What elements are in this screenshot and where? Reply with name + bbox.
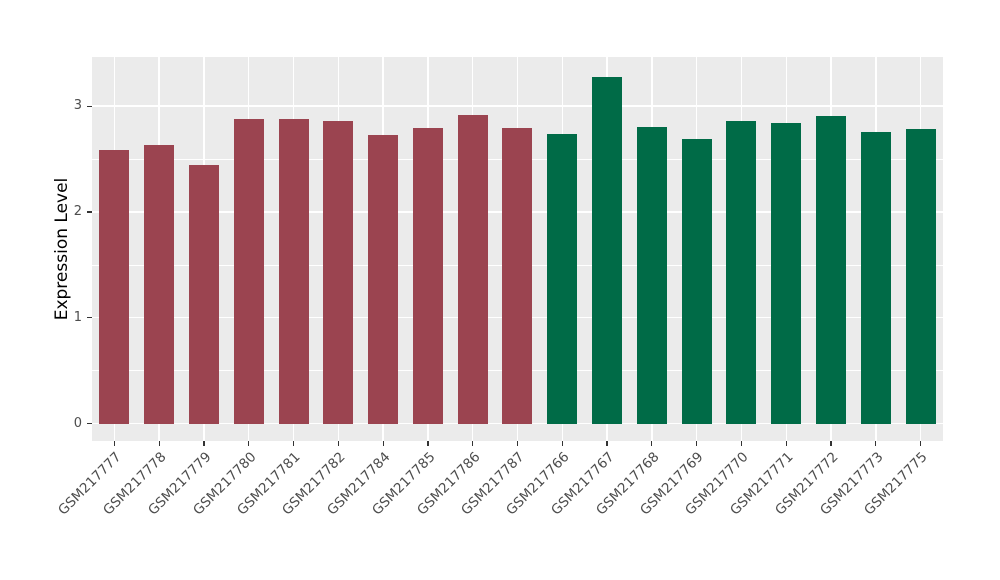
bar: [860, 131, 891, 424]
x-axis-tick: [427, 441, 429, 446]
y-tick-label: 3: [73, 98, 82, 114]
bar: [816, 115, 847, 424]
x-axis-tick: [292, 441, 295, 446]
bar: [771, 123, 802, 424]
x-axis-tick: [561, 441, 563, 446]
x-axis-tick: [337, 441, 339, 446]
bar: [726, 121, 757, 424]
bar: [636, 127, 667, 424]
bar: [547, 133, 578, 424]
bar: [457, 114, 488, 424]
x-axis-tick: [875, 441, 877, 446]
bar: [592, 76, 623, 424]
x-axis-tick: [203, 441, 205, 446]
y-tick-label: 0: [73, 415, 82, 431]
x-axis-tick: [472, 441, 474, 446]
bar: [681, 138, 712, 424]
y-axis-tick: [87, 422, 92, 425]
y-tick-label: 1: [73, 309, 82, 325]
bar: [278, 118, 309, 424]
y-axis-tick: [87, 105, 92, 107]
y-tick-label: 2: [73, 203, 82, 219]
y-axis-tick: [87, 211, 92, 213]
bar: [99, 149, 130, 424]
bar: [412, 128, 443, 424]
x-axis-tick: [740, 441, 743, 446]
x-axis-tick: [785, 441, 787, 446]
bar: [905, 129, 936, 424]
bar: [188, 165, 219, 424]
x-axis-tick: [158, 441, 160, 446]
x-axis-tick: [920, 441, 922, 446]
bar: [368, 134, 399, 424]
bar: [233, 118, 264, 424]
x-axis-tick: [516, 441, 519, 446]
x-axis-tick: [651, 441, 653, 446]
bar: [144, 145, 175, 424]
x-axis-tick: [382, 441, 384, 446]
x-axis-tick: [696, 441, 698, 446]
x-axis-tick: [606, 441, 608, 446]
x-axis-tick: [830, 441, 832, 446]
bar: [502, 128, 533, 424]
y-axis-title: Expression Level: [52, 177, 72, 321]
x-axis-tick: [248, 441, 250, 446]
y-axis-tick: [87, 317, 92, 319]
x-axis-tick: [113, 441, 115, 446]
plot-panel: [92, 57, 943, 441]
bar: [323, 121, 354, 424]
